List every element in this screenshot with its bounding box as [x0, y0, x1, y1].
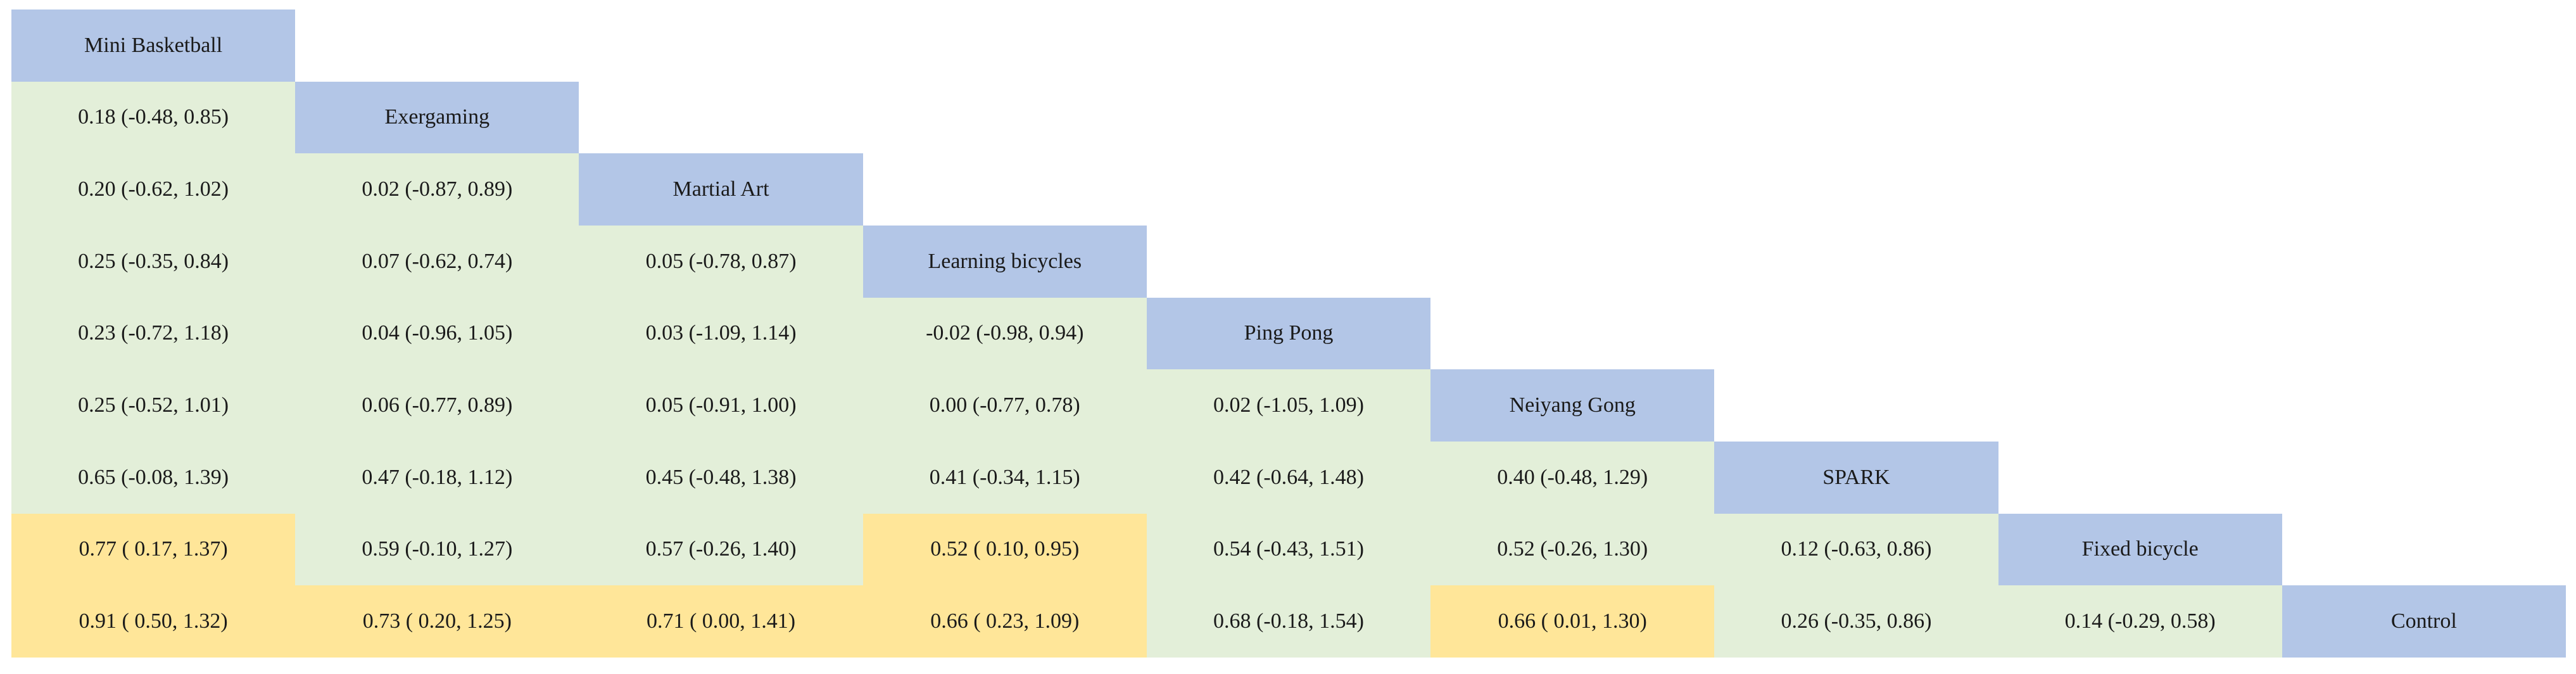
effect-cell: 0.20 (-0.62, 1.02): [11, 153, 296, 226]
effect-cell: 0.47 (-0.18, 1.12): [295, 441, 579, 514]
empty-cell: [1430, 10, 1714, 82]
effect-cell-significant: 0.91 ( 0.50, 1.32): [11, 585, 296, 658]
empty-cell: [1430, 82, 1714, 154]
empty-cell: [1147, 153, 1430, 226]
empty-cell: [579, 10, 862, 82]
empty-cell: [1998, 369, 2282, 442]
empty-cell: [1998, 10, 2282, 82]
effect-cell-significant: 0.73 ( 0.20, 1.25): [295, 585, 579, 658]
empty-cell: [863, 82, 1147, 154]
effect-cell-significant: 0.66 ( 0.23, 1.09): [862, 585, 1147, 658]
empty-cell: [1147, 82, 1430, 154]
empty-cell: [295, 10, 579, 82]
effect-cell: 0.41 (-0.34, 1.15): [862, 441, 1147, 514]
effect-cell: 0.05 (-0.91, 1.00): [579, 369, 863, 442]
effect-cell: 0.25 (-0.35, 0.84): [11, 225, 296, 298]
effect-cell-significant: 0.52 ( 0.10, 0.95): [862, 513, 1147, 586]
effect-cell: 0.14 (-0.29, 0.58): [1998, 585, 2282, 658]
treatment-header: Exergaming: [295, 81, 579, 154]
effect-cell: 0.04 (-0.96, 1.05): [295, 297, 579, 370]
treatment-header: Control: [2282, 585, 2566, 658]
effect-cell: 0.59 (-0.10, 1.27): [295, 513, 579, 586]
empty-cell: [1714, 226, 1998, 298]
treatment-header: Fixed bicycle: [1998, 513, 2282, 586]
treatment-header: Martial Art: [579, 153, 863, 226]
effect-cell: 0.02 (-1.05, 1.09): [1146, 369, 1431, 442]
effect-cell: -0.02 (-0.98, 0.94): [862, 297, 1147, 370]
treatment-header: Ping Pong: [1146, 297, 1431, 370]
empty-cell: [1714, 369, 1998, 442]
empty-cell: [863, 153, 1147, 226]
empty-cell: [2282, 298, 2566, 370]
effect-cell: 0.06 (-0.77, 0.89): [295, 369, 579, 442]
effect-cell: 0.00 (-0.77, 0.78): [862, 369, 1147, 442]
empty-cell: [579, 82, 862, 154]
effect-cell: 0.57 (-0.26, 1.40): [579, 513, 863, 586]
effect-cell: 0.65 (-0.08, 1.39): [11, 441, 296, 514]
effect-cell: 0.05 (-0.78, 0.87): [579, 225, 863, 298]
effect-cell: 0.68 (-0.18, 1.54): [1146, 585, 1431, 658]
treatment-header: Mini Basketball: [11, 10, 296, 82]
empty-cell: [1714, 82, 1998, 154]
treatment-header: Neiyang Gong: [1430, 369, 1715, 442]
empty-cell: [2282, 10, 2566, 82]
treatment-header: Learning bicycles: [862, 225, 1147, 298]
effect-cell: 0.52 (-0.26, 1.30): [1430, 513, 1715, 586]
effect-cell: 0.07 (-0.62, 0.74): [295, 225, 579, 298]
effect-cell: 0.45 (-0.48, 1.38): [579, 441, 863, 514]
empty-cell: [2282, 226, 2566, 298]
empty-cell: [1998, 226, 2282, 298]
effect-cell: 0.18 (-0.48, 0.85): [11, 81, 296, 154]
effect-cell: 0.02 (-0.87, 0.89): [295, 153, 579, 226]
empty-cell: [2282, 82, 2566, 154]
empty-cell: [1714, 153, 1998, 226]
empty-cell: [1430, 298, 1714, 370]
effect-cell: 0.40 (-0.48, 1.29): [1430, 441, 1715, 514]
effect-cell: 0.23 (-0.72, 1.18): [11, 297, 296, 370]
empty-cell: [1430, 226, 1714, 298]
empty-cell: [1714, 298, 1998, 370]
effect-cell: 0.42 (-0.64, 1.48): [1146, 441, 1431, 514]
empty-cell: [2282, 153, 2566, 226]
effect-cell: 0.25 (-0.52, 1.01): [11, 369, 296, 442]
effect-cell-significant: 0.66 ( 0.01, 1.30): [1430, 585, 1715, 658]
empty-cell: [2282, 369, 2566, 442]
empty-cell: [1998, 153, 2282, 226]
empty-cell: [1998, 442, 2282, 514]
league-table: Mini Basketball 0.18 (-0.48, 0.85) Exergam…: [11, 10, 2566, 658]
empty-cell: [863, 10, 1147, 82]
empty-cell: [2282, 442, 2566, 514]
empty-cell: [1714, 10, 1998, 82]
effect-cell: 0.54 (-0.43, 1.51): [1146, 513, 1431, 586]
empty-cell: [1147, 226, 1430, 298]
effect-cell-significant: 0.77 ( 0.17, 1.37): [11, 513, 296, 586]
empty-cell: [1430, 153, 1714, 226]
treatment-header: SPARK: [1714, 441, 1998, 514]
effect-cell-significant: 0.71 ( 0.00, 1.41): [579, 585, 863, 658]
empty-cell: [1998, 298, 2282, 370]
empty-cell: [1998, 82, 2282, 154]
effect-cell: 0.26 (-0.35, 0.86): [1714, 585, 1998, 658]
empty-cell: [2282, 514, 2566, 586]
empty-cell: [1147, 10, 1430, 82]
effect-cell: 0.12 (-0.63, 0.86): [1714, 513, 1998, 586]
effect-cell: 0.03 (-1.09, 1.14): [579, 297, 863, 370]
